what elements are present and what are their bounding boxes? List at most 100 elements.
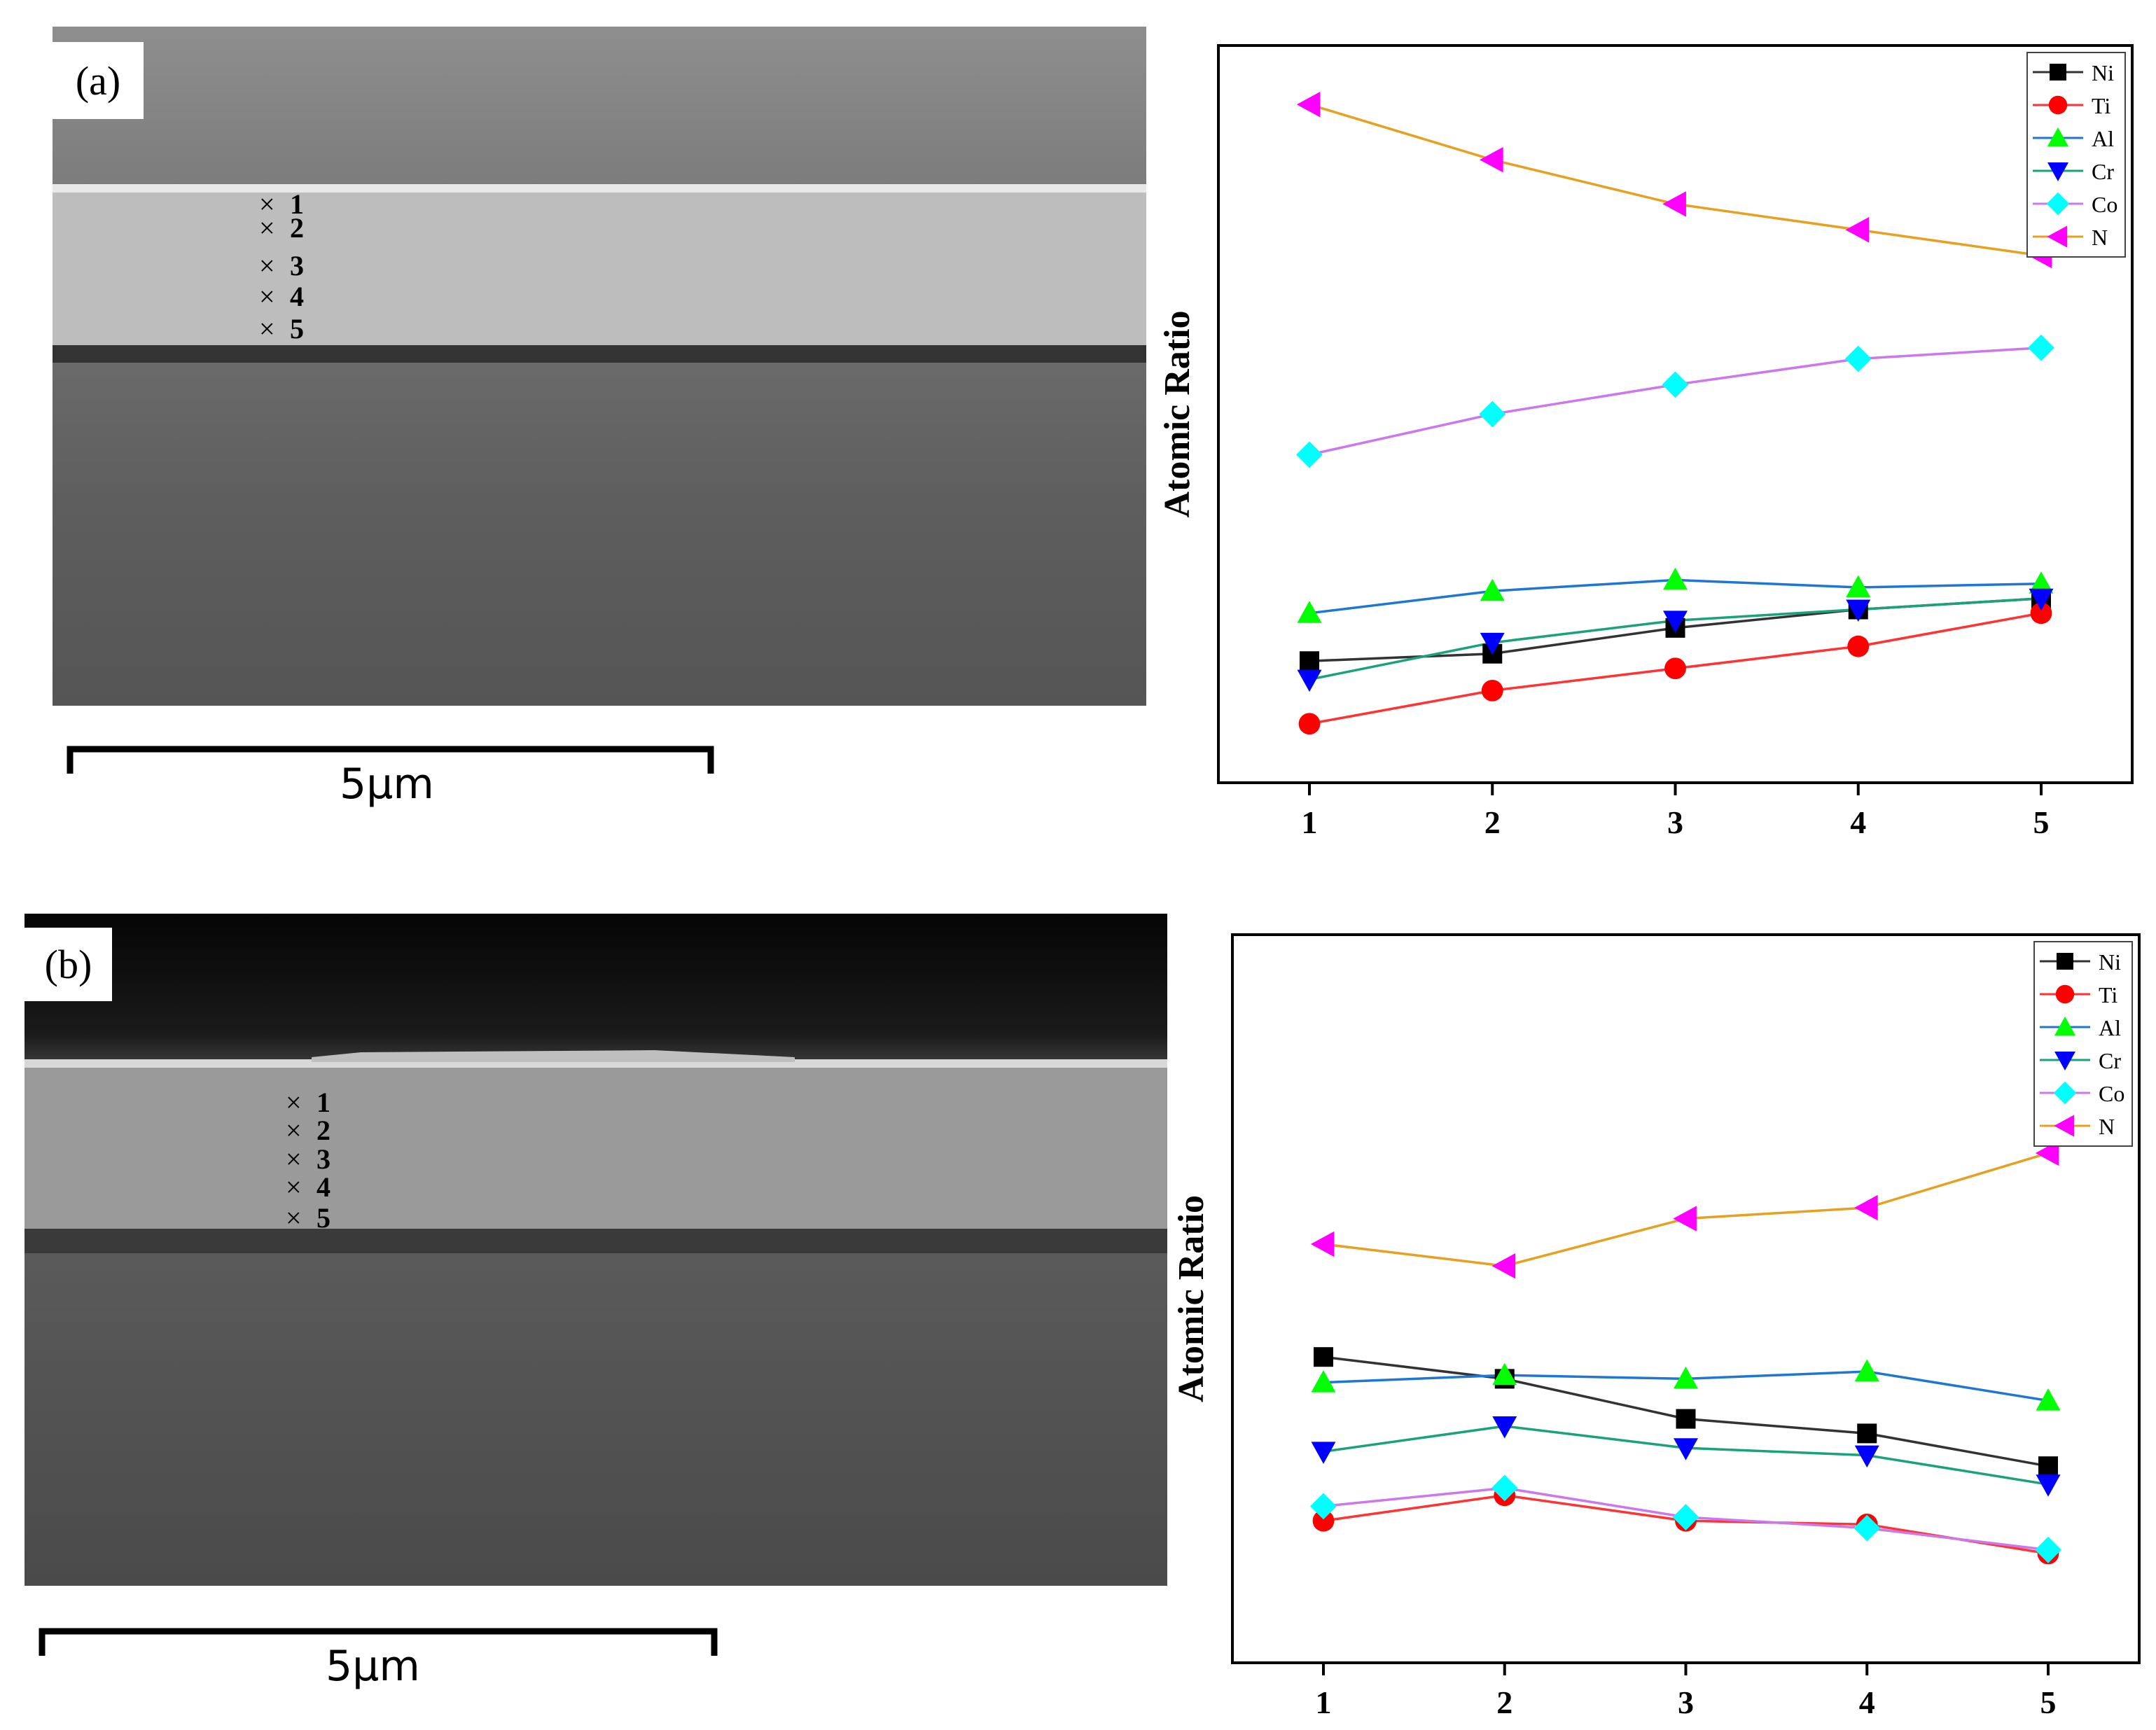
point-a-Al-1 (1297, 601, 1322, 623)
legend-label-b-Al: Al (2099, 1015, 2121, 1040)
legend-label-a-Al: Al (2092, 126, 2114, 151)
x-tick-label-b-5: 5 (2040, 1684, 2057, 1720)
point-a-Co-5 (2028, 334, 2054, 361)
y-axis-label-a: Atomic Ratio (1157, 310, 1197, 517)
plot-frame-b (1231, 933, 2141, 1664)
point-a-Ti-3 (1664, 657, 1686, 680)
x-tick-label-a-2: 2 (1484, 804, 1501, 840)
legend-marker-b-N (2054, 1115, 2075, 1137)
point-a-Ti-2 (1481, 679, 1503, 702)
legend-marker-b-Al (2054, 1017, 2075, 1035)
scale-label-b: 5μm (326, 1642, 420, 1691)
series-line-a-N (1309, 103, 2042, 257)
x-tick-label-b-1: 1 (1316, 1684, 1332, 1720)
point-a-Co-2 (1479, 400, 1506, 428)
measure-point-a-5: × 5 (259, 313, 304, 344)
series-line-b-N (1323, 1152, 2049, 1267)
measure-point-b-2: × 2 (286, 1115, 331, 1146)
point-a-Al-3 (1663, 567, 1688, 590)
point-a-Cr-5 (2029, 588, 2054, 611)
measure-point-a-2: × 2 (259, 212, 304, 244)
point-b-Ni-4 (1857, 1423, 1877, 1444)
atomic-ratio-chart-b: 1 2 3 4 5 Atomic Ratio Ni Ti Al Cr Co N (1171, 933, 2141, 1720)
y-axis-label-b: Atomic Ratio (1171, 1195, 1211, 1402)
point-b-Co-5 (2035, 1536, 2061, 1563)
atomic-ratio-chart-a: 1 2 3 4 5 Atomic Ratio Ni Ti Al Cr Co N (1157, 44, 2134, 840)
panel-label-a: (a) (53, 42, 144, 119)
point-a-Cr-2 (1480, 632, 1505, 655)
legend-box-a (2026, 52, 2126, 258)
point-b-Ni-1 (1314, 1347, 1333, 1367)
point-a-Co-1 (1296, 441, 1323, 468)
series-line-a-Co (1309, 346, 2042, 456)
point-b-Cr-2 (1492, 1416, 1517, 1439)
point-a-Al-4 (1846, 575, 1871, 597)
point-a-Ni-1 (1300, 651, 1319, 671)
legend-marker-a-Ni (2050, 64, 2066, 81)
point-b-Al-5 (2036, 1388, 2061, 1411)
scale-bar-b (39, 1628, 718, 1656)
point-b-Al-4 (1854, 1359, 1879, 1381)
point-a-Co-3 (1662, 371, 1689, 398)
legend-label-b-N: N (2099, 1114, 2115, 1139)
legend-label-a-Co: Co (2092, 192, 2117, 217)
point-b-Ni-3 (1676, 1409, 1696, 1429)
legend-marker-b-Cr (2054, 1052, 2075, 1070)
point-b-N-4 (1854, 1194, 1878, 1221)
point-a-Cr-3 (1663, 611, 1688, 633)
point-b-Cr-5 (2036, 1474, 2061, 1497)
point-b-Cr-4 (1854, 1445, 1879, 1468)
point-b-Ti-1 (1312, 1509, 1335, 1532)
point-a-Al-2 (1480, 578, 1505, 601)
x-tick-label-b-4: 4 (1859, 1684, 1875, 1720)
legend-marker-b-Ni (2057, 953, 2073, 970)
legend-marker-a-Cr (2047, 162, 2068, 181)
legend-label-a-N: N (2092, 225, 2108, 250)
point-b-Co-1 (1310, 1493, 1337, 1520)
sem-image-b-graphic (25, 914, 1167, 1586)
legend-label-b-Ti: Ti (2099, 982, 2117, 1007)
point-a-Ti-1 (1298, 713, 1321, 735)
point-a-Ti-5 (2030, 602, 2052, 625)
point-b-Al-1 (1311, 1370, 1336, 1393)
legend-label-b-Ni: Ni (2099, 949, 2121, 975)
point-b-Co-3 (1672, 1504, 1699, 1530)
legend-marker-a-N (2047, 225, 2068, 248)
point-a-Cr-4 (1846, 599, 1871, 622)
point-b-Al-3 (1674, 1366, 1698, 1389)
x-tick-label-b-3: 3 (1678, 1684, 1694, 1720)
point-a-N-2 (1480, 147, 1503, 173)
point-b-N-2 (1491, 1253, 1516, 1279)
point-b-Cr-3 (1674, 1438, 1698, 1460)
sem-image-a (53, 27, 1146, 706)
point-b-N-1 (1310, 1231, 1335, 1257)
point-b-Al-2 (1492, 1362, 1517, 1386)
legend-label-a-Ni: Ni (2092, 60, 2114, 85)
legend-marker-a-Ti (2048, 95, 2068, 115)
measure-point-b-4: × 4 (286, 1171, 331, 1203)
point-a-Co-4 (1844, 345, 1872, 372)
point-a-Cr-1 (1297, 669, 1322, 692)
measure-point-b-1: × 1 (286, 1087, 331, 1118)
legend-label-b-Cr: Cr (2099, 1048, 2121, 1073)
point-a-Al-5 (2029, 571, 2054, 594)
panel-label-b: (b) (25, 928, 112, 1001)
scale-label-a: 5μm (340, 760, 434, 809)
x-tick-label-a-5: 5 (2033, 804, 2050, 840)
measure-point-b-5: × 5 (286, 1202, 331, 1234)
x-tick-label-a-4: 4 (1850, 804, 1866, 840)
x-tick-label-a-3: 3 (1667, 804, 1683, 840)
point-b-Ni-5 (2038, 1456, 2058, 1477)
legend-box-b (2033, 941, 2133, 1147)
point-a-N-4 (1845, 217, 1870, 243)
measure-point-b-3: × 3 (286, 1143, 331, 1175)
scale-bar-a (67, 746, 714, 774)
point-b-Cr-1 (1311, 1442, 1336, 1464)
measure-point-a-3: × 3 (259, 250, 304, 281)
point-a-N-1 (1296, 92, 1321, 118)
measure-point-a-4: × 4 (259, 281, 304, 312)
x-tick-label-b-2: 2 (1496, 1684, 1512, 1720)
legend-label-a-Ti: Ti (2092, 93, 2110, 118)
legend-marker-b-Ti (2055, 984, 2075, 1004)
sem-image-b (25, 914, 1167, 1586)
